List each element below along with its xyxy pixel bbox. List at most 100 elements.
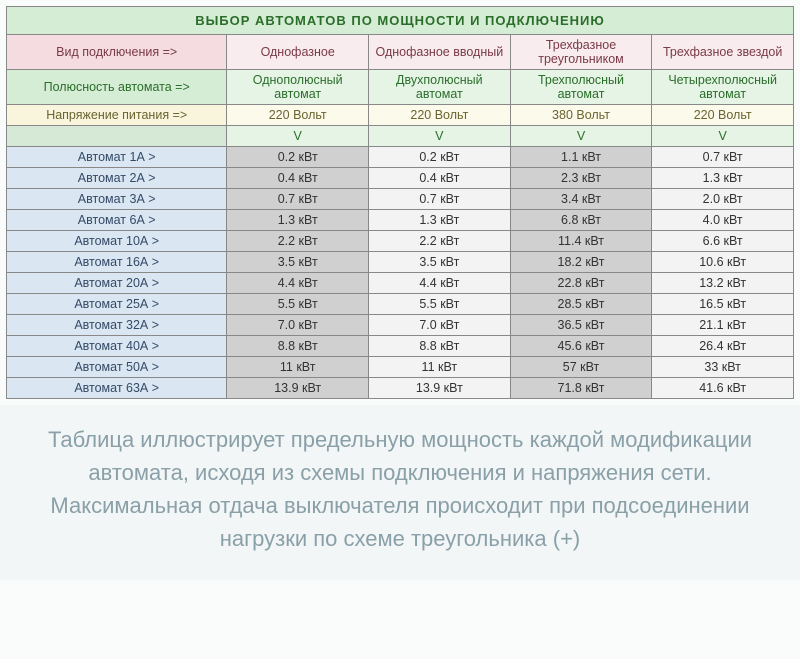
power-cell: 33 кВт bbox=[652, 357, 794, 378]
connection-value: Трехфазное звездой bbox=[652, 35, 794, 70]
power-cell: 1.1 кВт bbox=[510, 147, 652, 168]
power-cell: 11.4 кВт bbox=[510, 231, 652, 252]
power-cell: 45.6 кВт bbox=[510, 336, 652, 357]
power-cell: 0.2 кВт bbox=[227, 147, 369, 168]
power-cell: 7.0 кВт bbox=[227, 315, 369, 336]
connection-value: Однофазное bbox=[227, 35, 369, 70]
power-cell: 0.2 кВт bbox=[369, 147, 511, 168]
v-symbol-row: V V V V bbox=[7, 126, 794, 147]
power-cell: 2.0 кВт bbox=[652, 189, 794, 210]
power-cell: 0.7 кВт bbox=[369, 189, 511, 210]
row-label: Автомат 16А > bbox=[7, 252, 227, 273]
row-label: Автомат 25А > bbox=[7, 294, 227, 315]
table-row: Автомат 2А >0.4 кВт0.4 кВт2.3 кВт1.3 кВт bbox=[7, 168, 794, 189]
power-cell: 2.2 кВт bbox=[369, 231, 511, 252]
title-row: ВЫБОР АВТОМАТОВ ПО МОЩНОСТИ И ПОДКЛЮЧЕНИ… bbox=[7, 7, 794, 35]
row-label: Автомат 1А > bbox=[7, 147, 227, 168]
power-cell: 4.0 кВт bbox=[652, 210, 794, 231]
power-cell: 0.7 кВт bbox=[652, 147, 794, 168]
power-cell: 13.2 кВт bbox=[652, 273, 794, 294]
connection-row: Вид подключения => Однофазное Однофазное… bbox=[7, 35, 794, 70]
power-cell: 0.7 кВт bbox=[227, 189, 369, 210]
power-cell: 13.9 кВт bbox=[227, 378, 369, 399]
power-cell: 6.6 кВт bbox=[652, 231, 794, 252]
v-symbol: V bbox=[652, 126, 794, 147]
row-label: Автомат 10А > bbox=[7, 231, 227, 252]
v-symbol: V bbox=[510, 126, 652, 147]
power-cell: 71.8 кВт bbox=[510, 378, 652, 399]
voltage-value: 220 Вольт bbox=[369, 105, 511, 126]
pole-value: Двухполюсный автомат bbox=[369, 70, 511, 105]
row-label: Автомат 6А > bbox=[7, 210, 227, 231]
power-cell: 11 кВт bbox=[369, 357, 511, 378]
voltage-label: Напряжение питания => bbox=[7, 105, 227, 126]
table-row: Автомат 25А >5.5 кВт5.5 кВт28.5 кВт16.5 … bbox=[7, 294, 794, 315]
power-cell: 26.4 кВт bbox=[652, 336, 794, 357]
power-cell: 7.0 кВт bbox=[369, 315, 511, 336]
voltage-row: Напряжение питания => 220 Вольт 220 Воль… bbox=[7, 105, 794, 126]
table-row: Автомат 6А >1.3 кВт1.3 кВт6.8 кВт4.0 кВт bbox=[7, 210, 794, 231]
table-title: ВЫБОР АВТОМАТОВ ПО МОЩНОСТИ И ПОДКЛЮЧЕНИ… bbox=[7, 7, 794, 35]
power-cell: 1.3 кВт bbox=[227, 210, 369, 231]
power-cell: 2.3 кВт bbox=[510, 168, 652, 189]
power-cell: 36.5 кВт bbox=[510, 315, 652, 336]
connection-value: Трехфазное треугольником bbox=[510, 35, 652, 70]
power-cell: 1.3 кВт bbox=[652, 168, 794, 189]
power-cell: 0.4 кВт bbox=[369, 168, 511, 189]
power-cell: 1.3 кВт bbox=[369, 210, 511, 231]
connection-value: Однофазное вводный bbox=[369, 35, 511, 70]
voltage-value: 380 Вольт bbox=[510, 105, 652, 126]
power-cell: 4.4 кВт bbox=[227, 273, 369, 294]
power-cell: 8.8 кВт bbox=[369, 336, 511, 357]
table-row: Автомат 3А >0.7 кВт0.7 кВт3.4 кВт2.0 кВт bbox=[7, 189, 794, 210]
power-cell: 3.5 кВт bbox=[369, 252, 511, 273]
power-cell: 4.4 кВт bbox=[369, 273, 511, 294]
power-cell: 10.6 кВт bbox=[652, 252, 794, 273]
voltage-value: 220 Вольт bbox=[227, 105, 369, 126]
power-cell: 18.2 кВт bbox=[510, 252, 652, 273]
pole-label: Полюсность автомата => bbox=[7, 70, 227, 105]
table-container: ВЫБОР АВТОМАТОВ ПО МОЩНОСТИ И ПОДКЛЮЧЕНИ… bbox=[0, 0, 800, 405]
power-cell: 21.1 кВт bbox=[652, 315, 794, 336]
power-cell: 16.5 кВт bbox=[652, 294, 794, 315]
power-cell: 3.5 кВт bbox=[227, 252, 369, 273]
caption-text: Таблица иллюстрирует предельную мощность… bbox=[0, 405, 800, 580]
power-cell: 5.5 кВт bbox=[369, 294, 511, 315]
table-row: Автомат 16А >3.5 кВт3.5 кВт18.2 кВт10.6 … bbox=[7, 252, 794, 273]
power-cell: 5.5 кВт bbox=[227, 294, 369, 315]
row-label: Автомат 32А > bbox=[7, 315, 227, 336]
v-symbol: V bbox=[227, 126, 369, 147]
voltage-value: 220 Вольт bbox=[652, 105, 794, 126]
pole-row: Полюсность автомата => Однополюсный авто… bbox=[7, 70, 794, 105]
connection-label: Вид подключения => bbox=[7, 35, 227, 70]
power-cell: 8.8 кВт bbox=[227, 336, 369, 357]
row-label: Автомат 40А > bbox=[7, 336, 227, 357]
power-cell: 41.6 кВт bbox=[652, 378, 794, 399]
breaker-selection-table: ВЫБОР АВТОМАТОВ ПО МОЩНОСТИ И ПОДКЛЮЧЕНИ… bbox=[6, 6, 794, 399]
power-cell: 57 кВт bbox=[510, 357, 652, 378]
table-row: Автомат 20А >4.4 кВт4.4 кВт22.8 кВт13.2 … bbox=[7, 273, 794, 294]
table-row: Автомат 10А >2.2 кВт2.2 кВт11.4 кВт6.6 к… bbox=[7, 231, 794, 252]
table-row: Автомат 32А >7.0 кВт7.0 кВт36.5 кВт21.1 … bbox=[7, 315, 794, 336]
power-cell: 6.8 кВт bbox=[510, 210, 652, 231]
pole-value: Однополюсный автомат bbox=[227, 70, 369, 105]
row-label: Автомат 50А > bbox=[7, 357, 227, 378]
row-label: Автомат 20А > bbox=[7, 273, 227, 294]
table-row: Автомат 63А >13.9 кВт13.9 кВт71.8 кВт41.… bbox=[7, 378, 794, 399]
row-label: Автомат 2А > bbox=[7, 168, 227, 189]
row-label: Автомат 3А > bbox=[7, 189, 227, 210]
v-label bbox=[7, 126, 227, 147]
row-label: Автомат 63А > bbox=[7, 378, 227, 399]
pole-value: Четырехполюсный автомат bbox=[652, 70, 794, 105]
v-symbol: V bbox=[369, 126, 511, 147]
power-cell: 28.5 кВт bbox=[510, 294, 652, 315]
power-cell: 11 кВт bbox=[227, 357, 369, 378]
power-cell: 13.9 кВт bbox=[369, 378, 511, 399]
power-cell: 3.4 кВт bbox=[510, 189, 652, 210]
data-rows: Автомат 1А >0.2 кВт0.2 кВт1.1 кВт0.7 кВт… bbox=[7, 147, 794, 399]
pole-value: Трехполюсный автомат bbox=[510, 70, 652, 105]
power-cell: 22.8 кВт bbox=[510, 273, 652, 294]
power-cell: 2.2 кВт bbox=[227, 231, 369, 252]
table-row: Автомат 40А >8.8 кВт8.8 кВт45.6 кВт26.4 … bbox=[7, 336, 794, 357]
table-row: Автомат 1А >0.2 кВт0.2 кВт1.1 кВт0.7 кВт bbox=[7, 147, 794, 168]
